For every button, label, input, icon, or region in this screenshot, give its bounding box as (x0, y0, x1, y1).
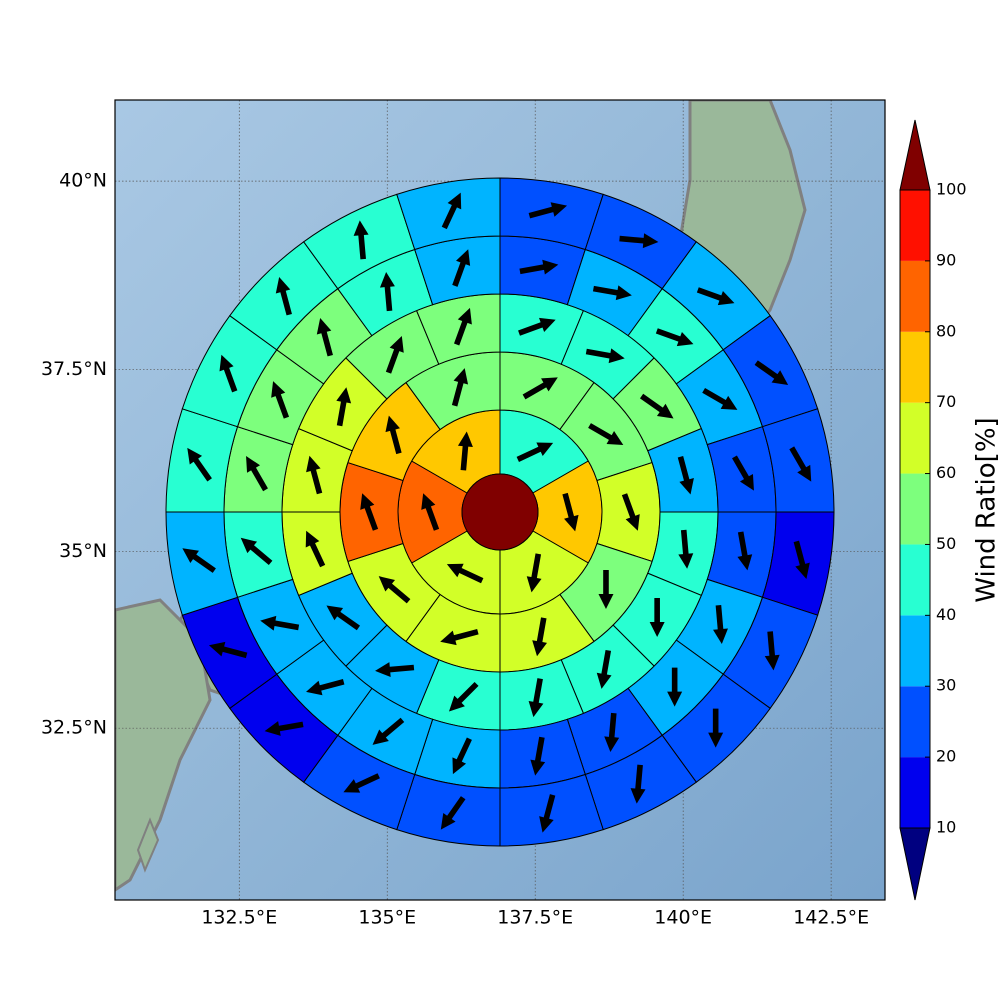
colorbar-segment (900, 261, 930, 332)
colorbar-over (900, 120, 930, 190)
x-tick-label: 132.5°E (201, 907, 277, 929)
colorbar-tick-label: 70 (936, 392, 956, 411)
colorbar-segment (900, 686, 930, 757)
colorbar-segment (900, 403, 930, 474)
y-tick-label: 35°N (59, 540, 107, 562)
x-tick-label: 142.5°E (793, 907, 869, 929)
colorbar-segment (900, 332, 930, 403)
colorbar-segment (900, 544, 930, 615)
colorbar-tick-label: 60 (936, 463, 956, 482)
sectors (166, 178, 834, 846)
colorbar-tick-label: 20 (936, 747, 956, 766)
colorbar-tick-label: 100 (936, 180, 967, 199)
colorbar-segment (900, 615, 930, 686)
x-tick-label: 137.5°E (497, 907, 573, 929)
colorbar-segment (900, 474, 930, 545)
colorbar-tick-label: 10 (936, 818, 956, 837)
center-disc (462, 474, 538, 550)
colorbar-tick-label: 30 (936, 676, 956, 695)
x-tick-label: 140°E (654, 907, 712, 929)
colorbar-under (900, 828, 930, 900)
y-tick-label: 40°N (59, 170, 107, 192)
colorbar-tick-label: 80 (936, 321, 956, 340)
y-tick-label: 37.5°N (41, 358, 107, 380)
x-tick-label: 135°E (358, 907, 416, 929)
colorbar-tick-label: 40 (936, 605, 956, 624)
colorbar-label: Wind Ratio[%] (972, 417, 1000, 602)
colorbar-segment (900, 757, 930, 828)
colorbar: 10 20 30 40 50 60 70 80 90 100 (900, 120, 967, 900)
y-tick-label: 32.5°N (41, 717, 107, 739)
colorbar-tick-label: 90 (936, 250, 956, 269)
colorbar-tick-label: 50 (936, 534, 956, 553)
colorbar-segment (900, 190, 930, 261)
